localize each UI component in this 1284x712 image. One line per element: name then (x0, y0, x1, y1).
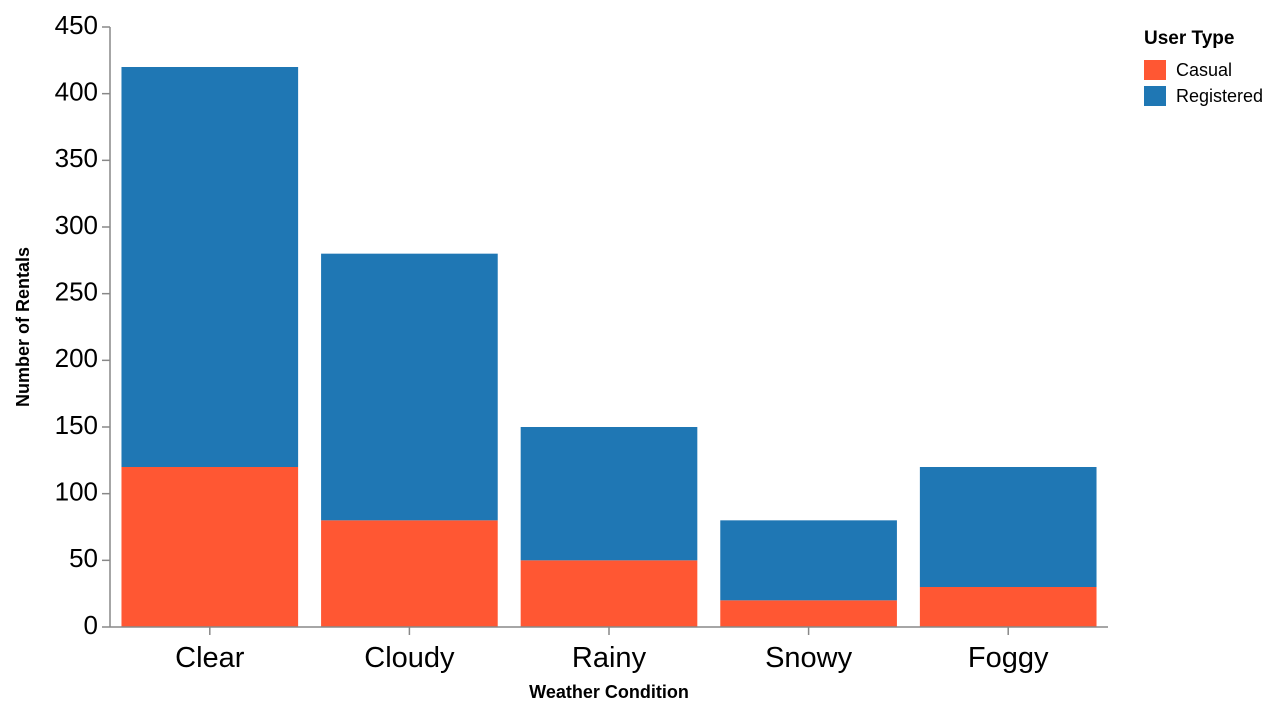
bars-layer (121, 67, 1097, 627)
bar-registered-snowy (720, 520, 897, 601)
y-tick-label: 300 (55, 210, 98, 240)
y-tick-label: 150 (55, 410, 98, 440)
bar-casual-snowy (720, 600, 897, 627)
legend-label-registered: Registered (1176, 86, 1263, 106)
x-tick-label: Rainy (572, 642, 647, 674)
bar-registered-foggy (919, 467, 1097, 587)
x-tick-label: Cloudy (364, 642, 455, 674)
y-tick-label: 0 (84, 610, 98, 640)
x-tick-label: Snowy (765, 642, 853, 674)
x-tick-label: Clear (175, 642, 245, 674)
y-tick-label: 350 (55, 143, 98, 173)
y-tick-label: 400 (55, 77, 98, 107)
legend-title: User Type (1144, 28, 1234, 49)
bar-registered-rainy (520, 427, 698, 561)
x-tick-label: Foggy (968, 642, 1049, 674)
bar-registered-clear (121, 67, 299, 467)
y-tick-label: 100 (55, 477, 98, 507)
bar-casual-foggy (919, 587, 1097, 627)
bar-casual-clear (121, 467, 299, 627)
y-tick-label: 450 (55, 10, 98, 40)
legend: User Type Casual Registered (1144, 28, 1263, 106)
legend-swatch-casual (1144, 60, 1166, 80)
y-tick-label: 250 (55, 277, 98, 307)
bar-casual-rainy (520, 560, 698, 627)
legend-swatch-registered (1144, 86, 1166, 106)
y-axis: 0 50 100 150 200 250 300 350 400 450 (55, 10, 111, 640)
x-axis: Clear Cloudy Rainy Snowy Foggy (110, 626, 1108, 674)
bar-casual-cloudy (321, 520, 498, 627)
y-tick-label: 200 (55, 343, 98, 373)
x-axis-title: Weather Condition (529, 682, 689, 702)
y-axis-title: Number of Rentals (13, 247, 33, 407)
bar-registered-cloudy (321, 253, 498, 521)
y-tick-label: 50 (69, 543, 98, 573)
legend-label-casual: Casual (1176, 60, 1232, 80)
